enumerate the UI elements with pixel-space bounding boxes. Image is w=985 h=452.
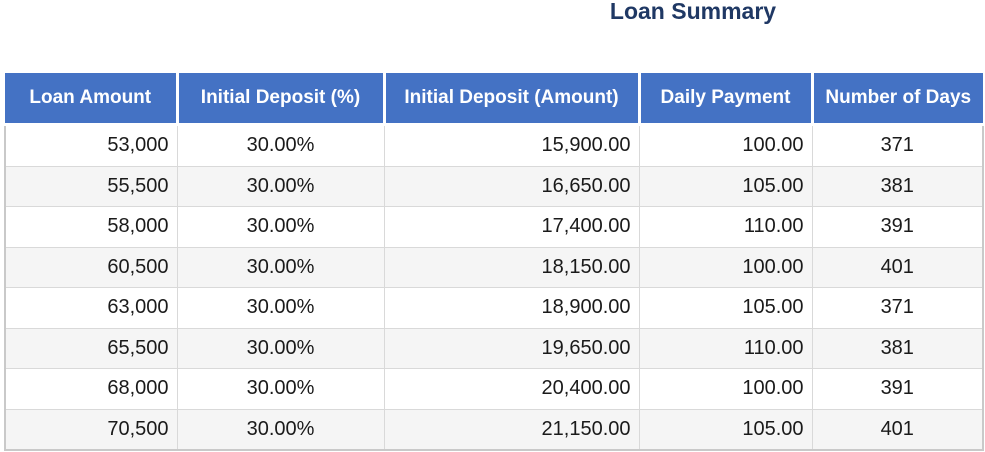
cell-number-of-days: 381 <box>811 327 984 369</box>
column-header-initial-deposit-amount: Initial Deposit (Amount) <box>382 73 639 126</box>
cell-initial-deposit-amount: 17,400.00 <box>383 206 640 248</box>
cell-loan-amount: 60,500 <box>4 246 178 288</box>
cell-initial-deposit-amount: 16,650.00 <box>383 165 640 207</box>
table-header-row: Loan Amount Initial Deposit (%) Initial De… <box>5 73 983 126</box>
table-row: 58,000 30.00% 17,400.00 110.00 391 <box>4 206 984 248</box>
cell-number-of-days: 401 <box>811 408 984 451</box>
cell-initial-deposit-amount: 21,150.00 <box>383 408 640 451</box>
cell-daily-payment: 100.00 <box>638 246 813 288</box>
cell-daily-payment: 100.00 <box>638 368 813 410</box>
cell-initial-deposit-amount: 15,900.00 <box>383 124 640 167</box>
table-header: Loan Amount Initial Deposit (%) Initial De… <box>5 73 983 126</box>
column-header-number-of-days: Number of Days <box>810 73 983 126</box>
cell-number-of-days: 381 <box>811 165 984 207</box>
cell-initial-deposit: 30.00% <box>176 327 385 369</box>
cell-initial-deposit: 30.00% <box>176 287 385 329</box>
cell-initial-deposit-amount: 19,650.00 <box>383 327 640 369</box>
column-header-initial-deposit: Initial Deposit (%) <box>175 73 384 126</box>
cell-number-of-days: 371 <box>811 287 984 329</box>
table-row: 68,000 30.00% 20,400.00 100.00 391 <box>4 368 984 410</box>
column-header-daily-payment: Daily Payment <box>637 73 812 126</box>
cell-loan-amount: 58,000 <box>4 206 178 248</box>
cell-initial-deposit: 30.00% <box>176 124 385 167</box>
cell-number-of-days: 401 <box>811 246 984 288</box>
cell-loan-amount: 70,500 <box>4 408 178 451</box>
page-title: Loan Summary <box>609 0 777 24</box>
loan-summary-table: Loan Amount Initial Deposit (%) Initial De… <box>4 73 984 451</box>
cell-daily-payment: 110.00 <box>638 206 813 248</box>
cell-daily-payment: 105.00 <box>638 165 813 207</box>
cell-loan-amount: 65,500 <box>4 327 178 369</box>
cell-number-of-days: 391 <box>811 368 984 410</box>
table-row: 63,000 30.00% 18,900.00 105.00 371 <box>4 287 984 329</box>
cell-number-of-days: 371 <box>811 124 984 167</box>
table-row: 70,500 30.00% 21,150.00 105.00 401 <box>4 408 984 451</box>
cell-loan-amount: 63,000 <box>4 287 178 329</box>
table-row: 65,500 30.00% 19,650.00 110.00 381 <box>4 327 984 369</box>
cell-initial-deposit: 30.00% <box>176 368 385 410</box>
cell-daily-payment: 105.00 <box>638 287 813 329</box>
cell-initial-deposit: 30.00% <box>176 206 385 248</box>
cell-daily-payment: 105.00 <box>638 408 813 451</box>
cell-loan-amount: 55,500 <box>4 165 178 207</box>
cell-loan-amount: 53,000 <box>4 124 178 167</box>
cell-loan-amount: 68,000 <box>4 368 178 410</box>
column-header-loan-amount: Loan Amount <box>5 73 177 126</box>
table-row: 53,000 30.00% 15,900.00 100.00 371 <box>4 124 984 167</box>
table-row: 55,500 30.00% 16,650.00 105.00 381 <box>4 165 984 207</box>
cell-initial-deposit: 30.00% <box>176 165 385 207</box>
cell-daily-payment: 100.00 <box>638 124 813 167</box>
cell-daily-payment: 110.00 <box>638 327 813 369</box>
cell-initial-deposit-amount: 18,150.00 <box>383 246 640 288</box>
cell-number-of-days: 391 <box>811 206 984 248</box>
table-body: 53,000 30.00% 15,900.00 100.00 371 55,500 30.0… <box>4 124 984 451</box>
cell-initial-deposit: 30.00% <box>176 246 385 288</box>
table-row: 60,500 30.00% 18,150.00 100.00 401 <box>4 246 984 288</box>
cell-initial-deposit: 30.00% <box>176 408 385 451</box>
cell-initial-deposit-amount: 18,900.00 <box>383 287 640 329</box>
cell-initial-deposit-amount: 20,400.00 <box>383 368 640 410</box>
